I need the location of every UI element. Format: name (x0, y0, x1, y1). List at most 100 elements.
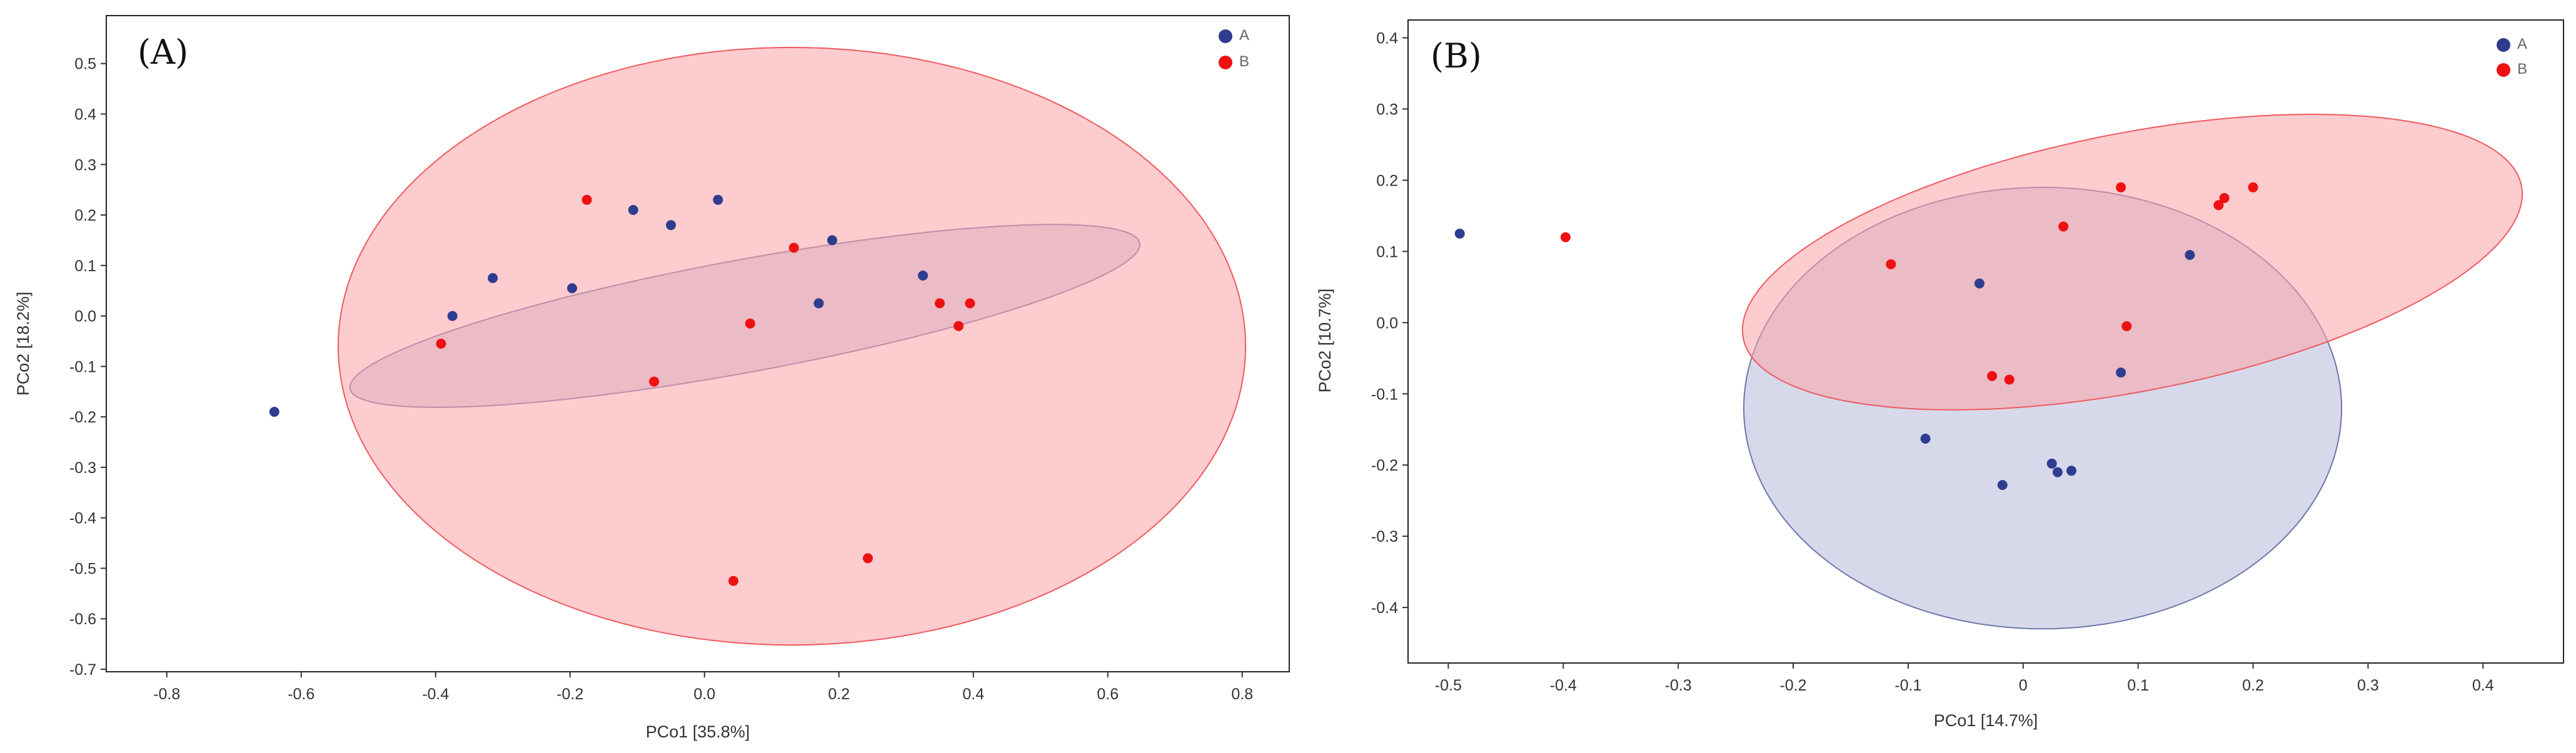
data-point-a (1454, 228, 1465, 239)
panel-a: -0.8 -0.6 -0.4 -0.2 0.0 0.2 0.4 0.6 0.8 -0.7 -0.6… (14, 15, 1290, 741)
y-tick-label: -0.3 (1371, 528, 1398, 546)
data-point-a (567, 283, 577, 294)
y-tick-label: 0.3 (74, 156, 96, 174)
x-tick-label: -0.2 (1779, 677, 1806, 694)
y-tick-label: -0.1 (69, 358, 96, 376)
data-point-a (2066, 466, 2076, 476)
y-tick-label: 0.0 (1376, 314, 1398, 332)
panel-a-label: (A) (138, 32, 188, 72)
data-point-b (1987, 371, 1998, 381)
legend-marker-b (2497, 63, 2510, 77)
panel-a-points (269, 194, 975, 586)
data-point-a (488, 273, 498, 283)
x-tick-label: 0.8 (1231, 686, 1253, 703)
y-tick-label: -0.3 (69, 459, 96, 477)
confidence-ellipse-b (337, 46, 1247, 646)
panel-a-plot-area (106, 15, 1290, 672)
legend-label-b: B (1239, 53, 1249, 70)
panel-b-y-axis: -0.4 -0.3 -0.2 -0.1 0.0 0.1 0.2 0.3 0.4 (1371, 29, 1408, 617)
x-tick-label: -0.6 (288, 686, 314, 703)
y-tick-label: 0.2 (74, 207, 96, 224)
x-tick-label: 0.1 (2127, 677, 2149, 694)
x-tick-label: 0.4 (962, 686, 984, 703)
data-point-b (2213, 200, 2224, 211)
y-tick-label: -0.4 (69, 510, 96, 527)
y-tick-label: 0.1 (74, 257, 96, 275)
y-tick-label: -0.6 (69, 611, 96, 628)
panel-b-confidence-ellipses (1741, 113, 2523, 630)
x-tick-label: 0.0 (693, 686, 715, 703)
y-tick-label: 0.3 (1376, 101, 1398, 118)
x-tick-label: -0.1 (1894, 677, 1921, 694)
panel-b-plot-area (1407, 19, 2564, 664)
data-point-b (649, 376, 660, 387)
x-tick-label: 0.2 (2242, 677, 2264, 694)
panel-b-legend: A B (2497, 36, 2527, 77)
panel-a-y-axis: -0.7 -0.6 -0.5 -0.4 -0.3 -0.2 -0.1 0.0 0.1 0.2 0.3… (69, 56, 106, 679)
y-tick-label: 0.0 (74, 308, 96, 326)
x-tick-label: 0 (2019, 677, 2028, 694)
panel-a-x-axis: -0.8 -0.6 -0.4 -0.2 0.0 0.2 0.4 0.6 0.8 (153, 672, 1253, 703)
data-point-b (1886, 259, 1896, 269)
panel-a-legend: A B (1219, 27, 1249, 70)
panel-b-y-axis-title: PCo2 [10.7%] (1316, 289, 1334, 393)
y-tick-label: -0.4 (1371, 599, 1398, 617)
data-point-b (863, 553, 873, 564)
data-point-b (581, 194, 592, 205)
panel-b: -0.5 -0.4 -0.3 -0.2 -0.1 0 0.1 0.2 0.3 0.4 -0.4-0… (1316, 19, 2564, 730)
data-point-a (1920, 434, 1931, 444)
panel-b-points (1454, 182, 2258, 491)
data-point-a (2185, 250, 2195, 260)
data-point-b (2004, 374, 2015, 385)
x-tick-label: -0.4 (1550, 677, 1577, 694)
legend-marker-a (1219, 29, 1232, 43)
panel-a-x-axis-title: PCo1 [35.8%] (646, 722, 750, 741)
data-point-a (813, 298, 824, 309)
panel-a-confidence-ellipses (337, 46, 1247, 646)
data-point-a (1997, 480, 2008, 491)
panel-b-x-axis: -0.5 -0.4 -0.3 -0.2 -0.1 0 0.1 0.2 0.3 0.4 (1435, 663, 2494, 694)
data-point-b (1560, 232, 1571, 242)
panel-a-y-axis-title: PCo2 [18.2%] (14, 292, 33, 396)
y-tick-label: 0.2 (1376, 172, 1398, 189)
panel-b-label: (B) (1431, 36, 1482, 76)
data-point-a (666, 220, 676, 231)
x-tick-label: 0.3 (2357, 677, 2379, 694)
x-tick-label: -0.4 (422, 686, 449, 703)
y-tick-label: 0.4 (1376, 29, 1398, 47)
y-tick-label: 0.5 (74, 56, 96, 73)
data-point-a (1974, 278, 1985, 289)
y-tick-label: -0.2 (69, 409, 96, 426)
data-point-b (2121, 321, 2132, 331)
y-tick-label: -0.2 (1371, 457, 1398, 474)
x-tick-label: -0.3 (1665, 677, 1692, 694)
legend-marker-a (2497, 38, 2510, 52)
legend-label-a: A (1239, 27, 1249, 44)
data-point-b (728, 576, 738, 586)
data-point-b (2248, 182, 2258, 192)
data-point-a (713, 194, 723, 205)
data-point-a (628, 205, 638, 215)
legend-marker-b (1219, 56, 1232, 69)
panel-b-x-axis-title: PCo1 [14.7%] (1934, 711, 2038, 730)
data-point-b (788, 242, 799, 253)
data-point-b (436, 339, 446, 349)
y-tick-label: -0.7 (69, 661, 96, 679)
data-point-a (2052, 467, 2063, 477)
legend-label-b: B (2517, 61, 2527, 77)
data-point-b (2116, 182, 2126, 192)
data-point-a (827, 235, 837, 246)
data-point-b (953, 321, 964, 331)
x-tick-label: 0.2 (828, 686, 850, 703)
x-tick-label: 0.4 (2472, 677, 2494, 694)
x-tick-label: -0.2 (556, 686, 583, 703)
data-point-b (935, 298, 945, 309)
data-point-b (2058, 221, 2069, 232)
data-point-a (447, 311, 458, 321)
x-tick-label: 0.6 (1097, 686, 1119, 703)
confidence-ellipse-b (1741, 113, 2523, 411)
data-point-a (2116, 367, 2126, 378)
x-tick-label: -0.8 (153, 686, 180, 703)
data-point-a (269, 407, 279, 417)
